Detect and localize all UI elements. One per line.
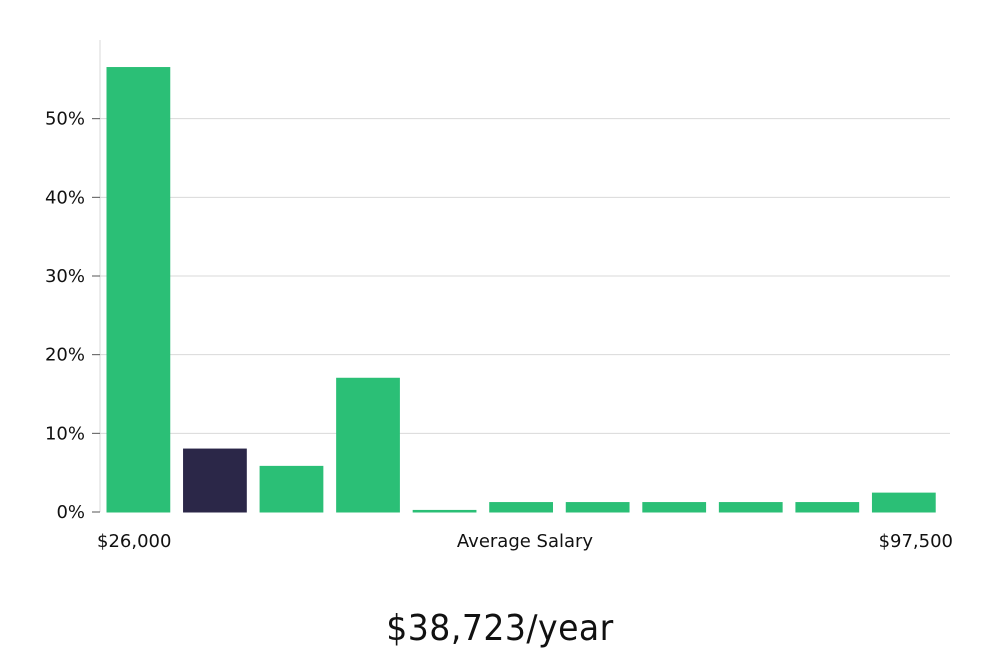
y-tick-label: 20% [45,345,85,366]
y-tick-labels: 0% 10% 20% 30% 40% 50% [45,109,100,523]
bar [106,67,171,513]
x-label-max: $97,500 [879,531,953,552]
bar-highlighted [183,448,247,513]
y-tick-label: 40% [45,187,85,208]
y-tick-label: 30% [45,266,85,287]
bars [106,67,936,513]
bar [412,509,477,513]
bar [489,502,553,513]
bar [336,377,400,513]
bar [565,502,630,513]
grid-lines [100,118,950,434]
y-tick-label: 0% [56,502,85,523]
salary-histogram: 0% 10% 20% 30% 40% 50% $26,000 Average Salary… [45,40,953,552]
x-axis-title: Average Salary [457,531,594,552]
y-tick-label: 50% [45,109,85,130]
bar [642,502,707,513]
bar [871,492,936,513]
bar [795,502,860,513]
bar [718,502,783,513]
x-label-min: $26,000 [97,531,171,552]
average-salary-value: $38,723/year [386,608,614,649]
y-tick-label: 10% [45,423,85,444]
bar [259,465,324,513]
